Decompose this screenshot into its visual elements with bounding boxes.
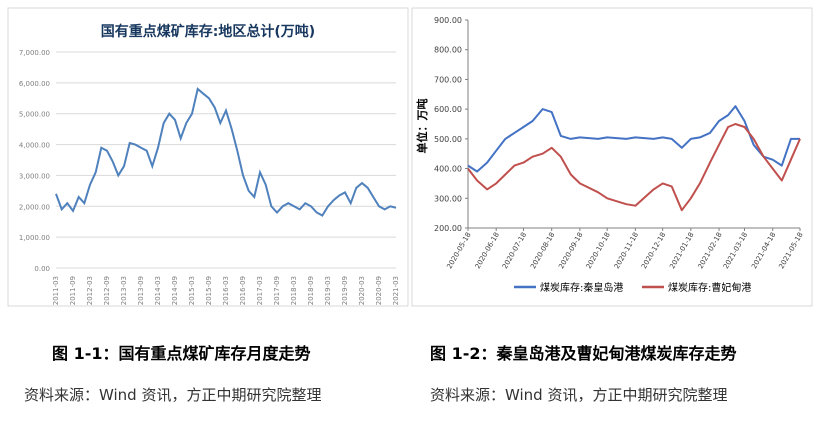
left-series-line <box>55 87 397 217</box>
left-x-tick-label: 2015-03 <box>188 276 196 305</box>
right-y-tick-label: 400.00 <box>434 165 462 174</box>
left-x-tick-label: 2014-03 <box>154 276 162 305</box>
left-y-tick-label: 0.00 <box>34 265 50 273</box>
left-x-tick-label: 2011-09 <box>69 276 77 305</box>
right-y-tick-label: 800.00 <box>434 46 462 55</box>
left-x-tick-label: 2016-09 <box>239 276 247 305</box>
left-y-tick-label: 4,000.00 <box>19 142 50 150</box>
left-source: 资料来源：Wind 资讯，方正中期研究院整理 <box>24 386 322 404</box>
left-y-tick-label: 6,000.00 <box>19 80 50 88</box>
right-chart: 单位：万吨 200.00 300.00 400.00 500.00 600.00 700.… <box>411 7 813 307</box>
left-y-tick-labels: 0.00 1,000.00 2,000.00 3,000.00 4,000.00 5,00… <box>19 49 50 273</box>
left-caption: 图 1-1：国有重点煤矿库存月度走势 <box>52 344 311 363</box>
left-x-tick-label: 2014-09 <box>171 276 179 305</box>
right-chart-panel: 单位：万吨 200.00 300.00 400.00 500.00 600.00 700.… <box>410 0 816 310</box>
left-x-tick-label: 2019-03 <box>324 276 332 305</box>
right-legend: 煤炭库存:秦皇岛港 煤炭库存:曹妃甸港 <box>514 281 751 294</box>
left-chart-panel: 国有重点煤矿库存:地区总计(万吨) 0.00 1,000.00 2,000.00 3,… <box>0 0 410 310</box>
right-legend-label-1: 煤炭库存:秦皇岛港 <box>540 281 623 294</box>
right-y-tick-label: 300.00 <box>434 194 462 203</box>
left-x-tick-label: 2020-09 <box>375 276 383 305</box>
right-y-tick-label: 600.00 <box>434 105 462 114</box>
left-chart-frame <box>7 7 409 307</box>
right-axes <box>465 19 801 231</box>
left-x-tick-labels: 2011-03 2011-09 2012-03 2012-09 2013-03 2013-… <box>52 276 400 305</box>
right-y-axis-label: 单位：万吨 <box>415 99 429 154</box>
left-x-tick-label: 2018-03 <box>290 276 298 305</box>
left-x-tick-label: 2013-03 <box>120 276 128 305</box>
left-chart: 国有重点煤矿库存:地区总计(万吨) 0.00 1,000.00 2,000.00 3,… <box>7 7 409 307</box>
right-caption: 图 1-2：秦皇岛港及曹妃甸港煤炭库存走势 <box>430 344 737 363</box>
right-y-tick-label: 200.00 <box>434 224 462 233</box>
left-x-tick-label: 2016-03 <box>222 276 230 305</box>
left-x-tick-label: 2015-09 <box>205 276 213 305</box>
left-x-tick-label: 2021-03 <box>392 276 400 305</box>
left-chart-title: 国有重点煤矿库存:地区总计(万吨) <box>101 23 315 40</box>
left-x-tick-label: 2017-09 <box>273 276 281 305</box>
right-source: 资料来源：Wind 资讯，方正中期研究院整理 <box>430 386 728 404</box>
right-y-tick-label: 700.00 <box>434 75 462 84</box>
left-y-tick-label: 3,000.00 <box>19 172 50 180</box>
left-y-tick-label: 5,000.00 <box>19 111 50 119</box>
left-x-tick-label: 2020-03 <box>358 276 366 305</box>
right-y-tick-label: 500.00 <box>434 135 462 144</box>
right-legend-label-2: 煤炭库存:曹妃甸港 <box>668 281 751 294</box>
right-y-tick-label: 900.00 <box>434 16 462 25</box>
left-series <box>55 87 397 217</box>
left-x-tick-label: 2018-09 <box>307 276 315 305</box>
left-x-tick-label: 2013-09 <box>137 276 145 305</box>
right-series-line-2 <box>467 123 801 212</box>
left-x-tick-label: 2011-03 <box>52 276 60 305</box>
left-y-tick-label: 1,000.00 <box>19 234 50 242</box>
right-series <box>467 105 801 212</box>
left-x-tick-label: 2012-03 <box>86 276 94 305</box>
left-x-tick-label: 2019-09 <box>341 276 349 305</box>
left-y-tick-label: 2,000.00 <box>19 203 50 211</box>
left-x-tick-label: 2017-03 <box>256 276 264 305</box>
right-chart-frame <box>411 7 813 307</box>
left-y-tick-label: 7,000.00 <box>19 49 50 57</box>
left-x-tick-label: 2012-09 <box>103 276 111 305</box>
right-y-tick-labels: 200.00 300.00 400.00 500.00 600.00 700.00 800.… <box>434 16 462 233</box>
